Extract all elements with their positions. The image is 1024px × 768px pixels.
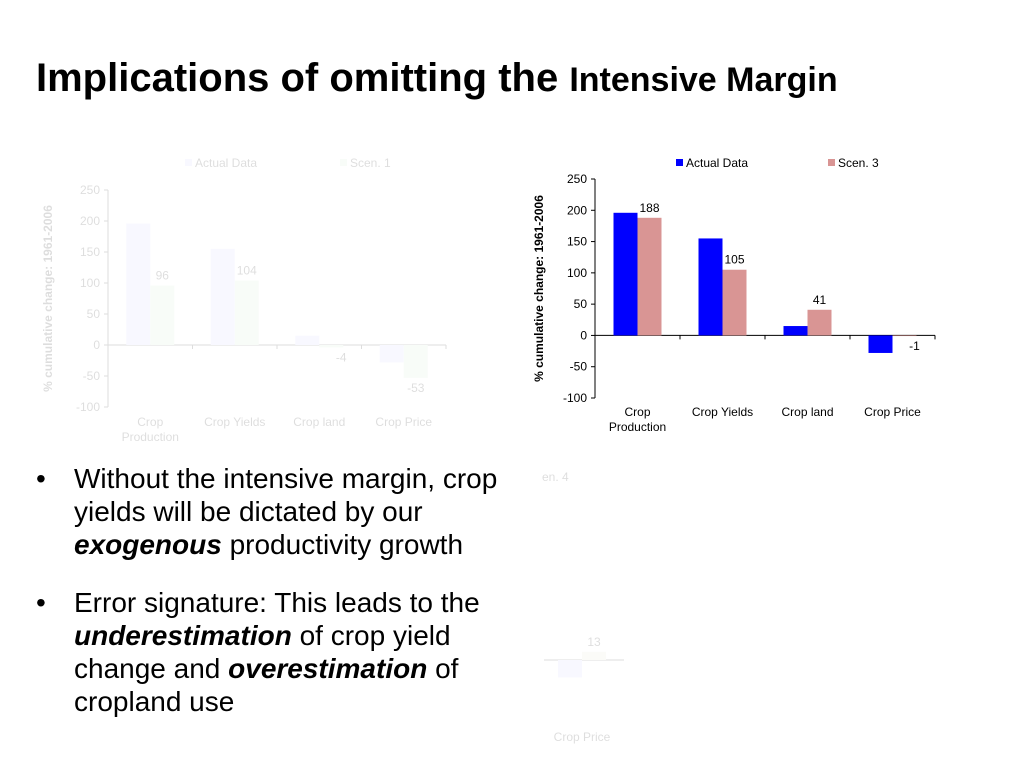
y-tick-label: -100	[76, 400, 100, 414]
legend-swatch	[340, 159, 347, 166]
x-category-label: Crop Price	[375, 415, 432, 429]
x-category-label: Crop land	[781, 405, 833, 419]
x-category-label: Crop Price	[864, 405, 921, 419]
bullet-item: • Without the intensive margin, crop yie…	[36, 462, 536, 561]
bullet-text: Error signature: This leads to the	[74, 587, 480, 618]
y-axis-label: % cumulative change: 1961-2006	[41, 205, 55, 392]
bullet-list: • Without the intensive margin, crop yie…	[36, 462, 536, 743]
data-label: -1	[909, 339, 920, 353]
bar-actual-data	[558, 660, 582, 678]
y-tick-label: 0	[580, 328, 587, 342]
bullet-marker: •	[36, 463, 46, 494]
y-tick-label: 50	[87, 307, 101, 321]
data-label: 188	[639, 201, 659, 215]
y-tick-label: -50	[83, 369, 101, 383]
faded-chart-scenario-4: 13 Crop Price en. 4	[542, 470, 624, 744]
legend-label: Scen. 1	[350, 156, 391, 170]
x-category-label: Crop Yields	[692, 405, 753, 419]
legend-swatch	[676, 159, 683, 166]
x-category-label: Crop Yields	[204, 415, 265, 429]
slide-title-emphasis: Intensive Margin	[569, 61, 838, 99]
y-tick-label: 100	[80, 276, 100, 290]
bullet-text: of crop yield change and	[74, 620, 451, 684]
bar-actual-data	[783, 326, 808, 336]
data-label: -4	[336, 350, 347, 364]
bar-actual-data	[698, 238, 723, 336]
y-tick-label: -50	[570, 360, 588, 374]
y-tick-label: 250	[567, 172, 587, 186]
bar-actual-data	[379, 345, 404, 363]
data-label: 104	[237, 264, 257, 278]
faded-chart-scenario-1: 250 200 150 100 50 0 -50 -100 % cumulative chang…	[41, 156, 447, 444]
bar-scenario	[722, 269, 747, 336]
slide-title-main: Implications of omitting the	[36, 56, 570, 100]
y-tick-label: 250	[80, 183, 100, 197]
bar-scenario	[807, 309, 832, 336]
legend-label: Actual Data	[195, 156, 257, 170]
y-tick-label: 150	[80, 245, 100, 259]
y-tick-label: 50	[574, 297, 588, 311]
bullet-text: of cropland use	[74, 653, 459, 717]
bar-actual-data	[613, 212, 638, 336]
data-label: 105	[724, 253, 744, 267]
bar-scenario	[403, 345, 428, 378]
y-axis-label: % cumulative change: 1961-2006	[532, 195, 546, 382]
bar-scenario	[234, 280, 259, 345]
x-category-label: Crop	[624, 405, 650, 419]
bar-scenario	[582, 651, 606, 660]
bullet-emphasis: exogenous	[74, 529, 222, 560]
x-category-label: Production	[609, 420, 666, 434]
x-category-label: Crop Price	[554, 730, 611, 744]
legend-label: Scen. 3	[838, 156, 879, 170]
legend-swatch	[828, 159, 835, 166]
y-tick-label: 200	[80, 214, 100, 228]
legend-swatch	[185, 159, 192, 166]
y-tick-label: 0	[93, 338, 100, 352]
bar-actual-data	[126, 223, 151, 345]
bar-actual-data	[210, 248, 235, 345]
bar-actual-data	[868, 335, 893, 353]
bullet-marker: •	[36, 587, 46, 618]
bar-actual-data	[295, 335, 320, 345]
y-tick-label: 100	[567, 266, 587, 280]
data-label: -53	[407, 381, 425, 395]
x-category-label: Crop land	[293, 415, 345, 429]
legend-label: en. 4	[542, 470, 569, 484]
slide-title: Implications of omitting the Intensive M…	[36, 56, 838, 101]
bar-scenario	[637, 217, 662, 336]
y-tick-label: 200	[567, 203, 587, 217]
bullet-text: productivity growth	[221, 529, 464, 560]
data-label: 41	[813, 293, 827, 307]
bar-scenario	[319, 345, 344, 348]
bullet-emphasis: underestimation	[74, 620, 292, 651]
legend-label: Actual Data	[686, 156, 748, 170]
data-label: 13	[587, 635, 601, 649]
bar-scenario	[150, 285, 175, 345]
y-tick-label: -100	[563, 391, 587, 405]
x-category-label: Production	[122, 430, 179, 444]
x-category-label: Crop	[137, 415, 163, 429]
bullet-text: Without the intensive margin, crop yield…	[74, 463, 498, 527]
bar-scenario	[892, 335, 917, 337]
bullet-emphasis: overestimation	[228, 653, 428, 684]
data-label: 96	[156, 268, 170, 282]
y-tick-label: 150	[567, 235, 587, 249]
bullet-item: • Error signature: This leads to the und…	[36, 586, 536, 718]
bar-chart-scenario-3: 250 200 150 100 50 0 -50 -100 % cumulative chang…	[532, 156, 936, 434]
